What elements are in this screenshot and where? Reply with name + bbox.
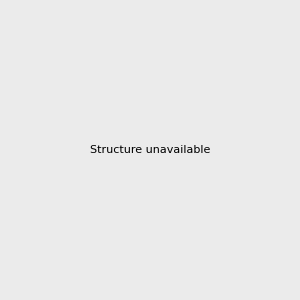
Text: Structure unavailable: Structure unavailable: [90, 145, 210, 155]
